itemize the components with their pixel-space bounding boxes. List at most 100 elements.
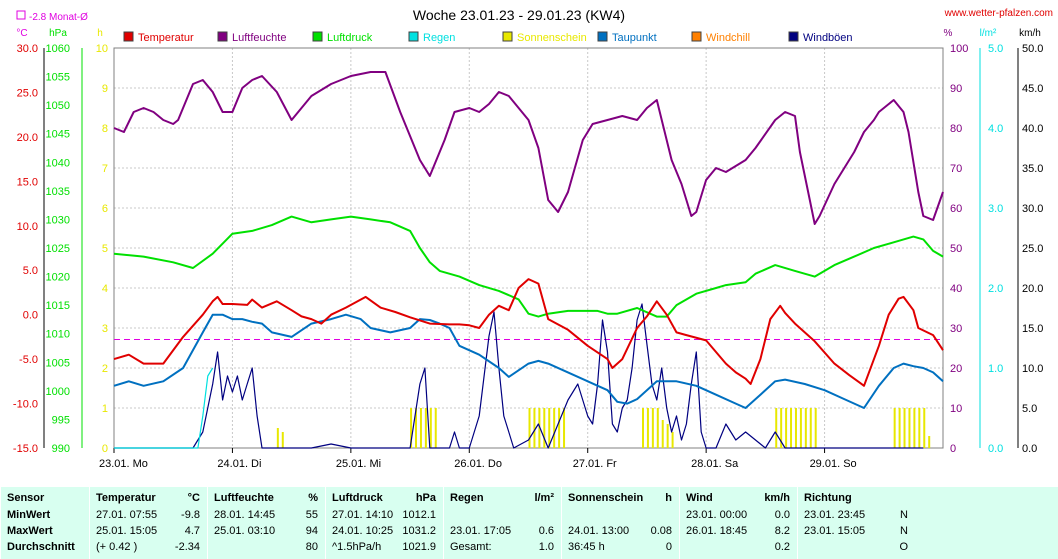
- humidity-tick-label: 40: [950, 283, 962, 295]
- pressure-tick-label: 1040: [46, 157, 70, 169]
- sunshine-tick-label: 4: [102, 283, 108, 295]
- humidity-tick-label: 90: [950, 83, 962, 95]
- stats-row-label: MinWert: [7, 509, 51, 521]
- temperature-tick-label: 30.0: [17, 43, 38, 55]
- weather-chart: Woche 23.01.23 - 29.01.23 (KW4) www.wett…: [12, 7, 1053, 470]
- pressure-tick-label: 1030: [46, 214, 70, 226]
- sunshine-bar: [903, 408, 906, 448]
- rain-tick-label: 5.0: [988, 43, 1003, 55]
- stats-header: Regen: [450, 492, 484, 504]
- stats-row-label: MaxWert: [7, 525, 53, 537]
- stats-cell-value: 8.2: [774, 525, 790, 537]
- stats-row-label: Durchschnitt: [7, 541, 75, 553]
- legend-swatch: [217, 31, 228, 42]
- pressure-tick-label: 1020: [46, 272, 70, 284]
- humidity-tick-label: 70: [950, 163, 962, 175]
- legend-swatch: [408, 31, 419, 42]
- stats-header: Sonnenschein: [568, 492, 644, 504]
- stats-cell-time: (+ 0.42 ): [96, 541, 138, 553]
- sunshine-bar: [543, 408, 546, 448]
- wind-tick-label: 30.0: [1022, 203, 1043, 215]
- stats-cell-time: 23.01. 17:05: [450, 525, 512, 537]
- wind-tick-label: 20.0: [1022, 283, 1043, 295]
- stats-header: Wind: [686, 492, 713, 504]
- stats-header: Sensor: [7, 492, 45, 504]
- legend-label: Temperatur: [138, 32, 194, 44]
- rain-axis-unit: l/m²: [980, 28, 997, 39]
- stats-cell-time: 23.01. 23:45: [804, 509, 866, 521]
- temperature-tick-label: 25.0: [17, 87, 38, 99]
- pressure-tick-label: 1055: [46, 72, 70, 84]
- stats-cell-time: ^1.5hPa/h: [332, 541, 382, 553]
- humidity-tick-label: 100: [950, 43, 968, 55]
- x-tick-label: 27.01. Fr: [573, 458, 617, 470]
- sunshine-tick-label: 3: [102, 323, 108, 335]
- x-tick-label: 28.01. Sa: [691, 458, 739, 470]
- humidity-tick-label: 60: [950, 203, 962, 215]
- sunshine-bar: [415, 408, 418, 448]
- x-tick-label: 25.01. Mi: [336, 458, 381, 470]
- stats-column: Sonnenschein h 24.01. 13:00 0.08 36:45 h 0: [561, 487, 680, 559]
- sunshine-bar: [785, 408, 788, 448]
- x-tick-label: 29.01. So: [810, 458, 857, 470]
- chart-title: Woche 23.01.23 - 29.01.23 (KW4): [413, 7, 625, 23]
- sunshine-bar: [794, 408, 797, 448]
- pressure-tick-label: 1060: [46, 43, 70, 55]
- x-tick-label: 26.01. Do: [454, 458, 502, 470]
- sunshine-bar: [641, 408, 644, 448]
- legend-swatch: [502, 31, 513, 42]
- legend-label: Windchill: [706, 32, 750, 44]
- stats-unit: h: [665, 492, 672, 504]
- website-link[interactable]: www.wetter-pfalzen.com: [944, 8, 1053, 19]
- humidity-tick-label: 0: [950, 443, 956, 455]
- stats-cell-time: 28.01. 14:45: [214, 509, 276, 521]
- sunshine-bar: [410, 408, 413, 448]
- stats-cell-value: 1031.2: [402, 525, 436, 537]
- sunshine-bar: [558, 408, 561, 448]
- sunshine-tick-label: 9: [102, 83, 108, 95]
- series-taupunkt-line: [113, 313, 944, 409]
- stats-cell-value: 0: [665, 541, 672, 553]
- sunshine-bar: [913, 408, 916, 448]
- temperature-tick-label: 0.0: [23, 310, 38, 322]
- stats-header: Temperatur: [96, 492, 156, 504]
- wind-tick-label: 15.0: [1022, 323, 1043, 335]
- sunshine-bar: [918, 408, 921, 448]
- sunshine-bar: [646, 408, 649, 448]
- sunshine-tick-label: 7: [102, 163, 108, 175]
- sunshine-bar: [799, 408, 802, 448]
- series-temperatur-line: [113, 278, 944, 387]
- sunshine-bar: [898, 408, 901, 448]
- stats-cell-time: 25.01. 03:10: [214, 525, 276, 537]
- series-regen-line: [114, 367, 214, 449]
- stats-column: Luftfeuchte% 28.01. 14:45 55 25.01. 03:10 94…: [207, 487, 326, 559]
- stats-cell-value: 4.7: [184, 525, 200, 537]
- stats-cell-value: N: [900, 509, 908, 521]
- sunshine-bar: [429, 408, 432, 448]
- sunshine-bar: [775, 408, 778, 448]
- temperature-tick-label: 20.0: [17, 132, 38, 144]
- stats-column: Richtung 23.01. 23:45 N 23.01. 15:05 N O: [797, 487, 916, 559]
- chart-marks: [113, 71, 944, 449]
- temperature-tick-label: 15.0: [17, 176, 38, 188]
- temperature-tick-label: -10.0: [13, 399, 38, 411]
- sunshine-bar: [908, 408, 911, 448]
- rain-tick-label: 4.0: [988, 123, 1003, 135]
- legend-swatch: [691, 31, 702, 42]
- series-luftdruck-line: [113, 215, 944, 318]
- sunshine-tick-label: 8: [102, 123, 108, 135]
- stats-cell-value: 1012.1: [402, 509, 436, 521]
- sunshine-tick-label: 2: [102, 363, 108, 375]
- sunshine-bar: [814, 408, 817, 448]
- sunshine-bar: [809, 408, 812, 448]
- pressure-tick-label: 1035: [46, 186, 70, 198]
- legend-swatch: [312, 31, 323, 42]
- sunshine-tick-label: 1: [102, 403, 108, 415]
- legend-label: Windböen: [803, 32, 853, 44]
- stats-cell-time: 24.01. 10:25: [332, 525, 394, 537]
- stats-column: Luftdruck hPa 27.01. 14:10 1012.1 24.01. 10:…: [325, 487, 444, 559]
- legend-label: Luftdruck: [327, 32, 373, 44]
- temperature-tick-label: 10.0: [17, 221, 38, 233]
- stats-unit: hPa: [415, 492, 436, 504]
- sunshine-bar: [893, 408, 896, 448]
